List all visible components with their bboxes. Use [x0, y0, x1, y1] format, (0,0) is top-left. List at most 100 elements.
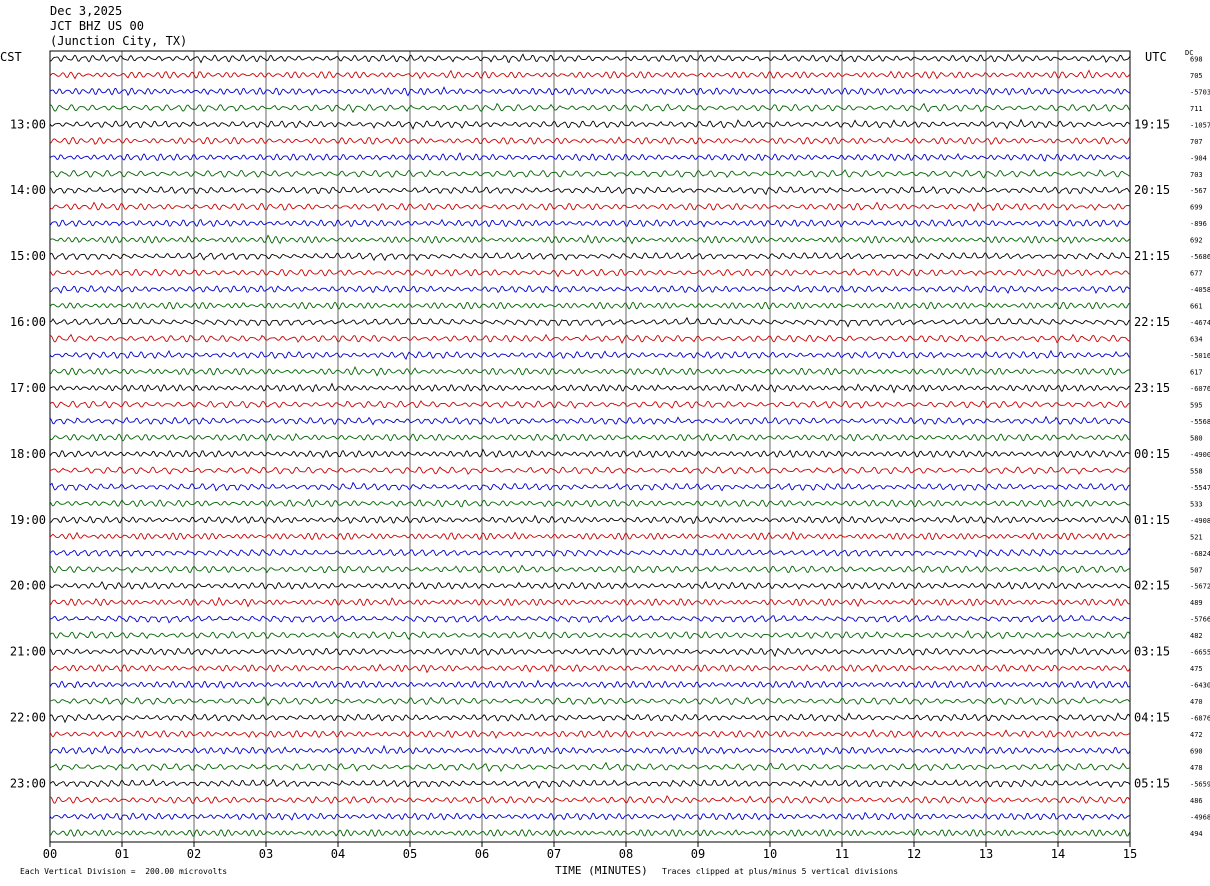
- dc-offset-label: -6430: [1190, 682, 1210, 690]
- minute-tick-label: 14: [1051, 847, 1065, 861]
- seismic-trace: [49, 102, 1131, 114]
- left-timezone-label: CST: [0, 50, 22, 64]
- seismic-trace: [49, 696, 1131, 707]
- minute-tick-label: 00: [43, 847, 57, 861]
- seismic-trace: [49, 728, 1131, 739]
- utc-hour-label: 22:15: [1134, 315, 1170, 329]
- dc-offset-label: -4674: [1190, 319, 1210, 327]
- dc-offset-label: 711: [1190, 105, 1203, 113]
- seismic-trace: [49, 53, 1131, 64]
- seismic-trace: [49, 69, 1131, 80]
- seismic-trace: [49, 614, 1131, 624]
- seismic-trace: [49, 234, 1131, 245]
- dc-offset-label: -896: [1190, 220, 1207, 228]
- minute-tick-label: 01: [115, 847, 129, 861]
- dc-offset-label: -5547: [1190, 484, 1210, 492]
- cst-hour-label: 19:00: [10, 513, 46, 527]
- minute-tick-label: 13: [979, 847, 993, 861]
- utc-hour-label: 05:15: [1134, 776, 1170, 790]
- seismic-trace: [49, 118, 1131, 130]
- cst-hour-label: 18:00: [10, 447, 46, 461]
- dc-offset-label: -1057: [1190, 121, 1210, 129]
- utc-hour-label: 04:15: [1134, 711, 1170, 725]
- dc-offset-label: 478: [1190, 764, 1203, 772]
- seismic-trace: [49, 152, 1131, 162]
- dc-offset-label: 661: [1190, 303, 1203, 311]
- dc-offset-label: -6876: [1190, 715, 1210, 723]
- minute-tick-label: 03: [259, 847, 273, 861]
- clip-note: Traces clipped at plus/minus 5 vertical …: [662, 867, 899, 876]
- seismic-trace: [49, 795, 1131, 804]
- seismic-trace: [49, 218, 1131, 228]
- minute-tick-label: 12: [907, 847, 921, 861]
- seismic-trace: [49, 531, 1131, 541]
- seismic-trace: [49, 86, 1131, 97]
- dc-offset-label: -5568: [1190, 418, 1210, 426]
- seismic-trace: [49, 514, 1131, 525]
- seismic-trace: [49, 761, 1131, 773]
- dc-offset-label: 707: [1190, 138, 1203, 146]
- utc-hour-label: 02:15: [1134, 579, 1170, 593]
- dc-offset-label: 489: [1190, 599, 1203, 607]
- dc-offset-label: -4968: [1190, 813, 1210, 821]
- seismic-trace: [49, 498, 1131, 508]
- minute-tick-label: 11: [835, 847, 849, 861]
- seismic-trace: [49, 596, 1131, 608]
- dc-offset-label: 558: [1190, 467, 1203, 475]
- seismic-trace: [49, 382, 1131, 394]
- dc-label: DC: [1185, 49, 1194, 57]
- dc-offset-label: 677: [1190, 270, 1203, 278]
- seismic-trace: [49, 349, 1131, 360]
- seismic-trace: [49, 301, 1131, 310]
- location-label: (Junction City, TX): [50, 34, 188, 48]
- dc-offset-label: 595: [1190, 401, 1203, 409]
- dc-offset-label: 690: [1190, 748, 1203, 756]
- cst-hour-label: 16:00: [10, 315, 46, 329]
- cst-hour-label: 14:00: [10, 183, 46, 197]
- dc-offset-label: 494: [1190, 830, 1203, 838]
- dc-offset-label: 507: [1190, 566, 1203, 574]
- dc-offset-label: 472: [1190, 731, 1203, 739]
- dc-offset-label: -5766: [1190, 616, 1210, 624]
- seismic-trace: [49, 201, 1131, 212]
- dc-offset-label: -4058: [1190, 286, 1210, 294]
- seismic-trace: [49, 811, 1131, 821]
- dc-offset-label: 486: [1190, 797, 1203, 805]
- dc-offset-label: -5703: [1190, 88, 1210, 96]
- utc-hour-label: 00:15: [1134, 447, 1170, 461]
- minute-tick-label: 02: [187, 847, 201, 861]
- seismic-trace: [49, 663, 1131, 674]
- seismic-trace: [49, 712, 1131, 724]
- seismic-trace: [49, 432, 1131, 442]
- dc-offset-label: 617: [1190, 369, 1203, 377]
- dc-offset-label: 580: [1190, 434, 1203, 442]
- minute-tick-label: 10: [763, 847, 777, 861]
- utc-hour-label: 19:15: [1134, 117, 1170, 131]
- utc-hour-label: 03:15: [1134, 645, 1170, 659]
- seismic-trace: [49, 333, 1131, 344]
- seismic-trace: [49, 744, 1131, 756]
- dc-offset-label: -6076: [1190, 385, 1210, 393]
- dc-offset-label: 692: [1190, 237, 1203, 245]
- minute-tick-label: 05: [403, 847, 417, 861]
- plot-frame: [49, 50, 1131, 843]
- minute-tick-label: 08: [619, 847, 633, 861]
- seismic-trace: [49, 481, 1131, 492]
- seismic-trace: [49, 580, 1131, 590]
- seismic-trace: [49, 778, 1131, 789]
- dc-offset-label: 698: [1190, 55, 1203, 63]
- seismic-trace: [49, 466, 1131, 475]
- minute-tick-label: 15: [1123, 847, 1137, 861]
- dc-offset-label: -5016: [1190, 352, 1210, 360]
- dc-offset-label: 470: [1190, 698, 1203, 706]
- cst-hour-label: 15:00: [10, 249, 46, 263]
- seismic-trace: [49, 630, 1131, 641]
- seismic-trace: [49, 828, 1131, 837]
- seismic-trace: [49, 284, 1131, 295]
- seismic-trace: [49, 169, 1131, 179]
- dc-offset-label: -4908: [1190, 517, 1210, 525]
- dc-offset-label: -567: [1190, 187, 1207, 195]
- seismic-trace: [49, 365, 1131, 377]
- dc-offset-label: 521: [1190, 533, 1203, 541]
